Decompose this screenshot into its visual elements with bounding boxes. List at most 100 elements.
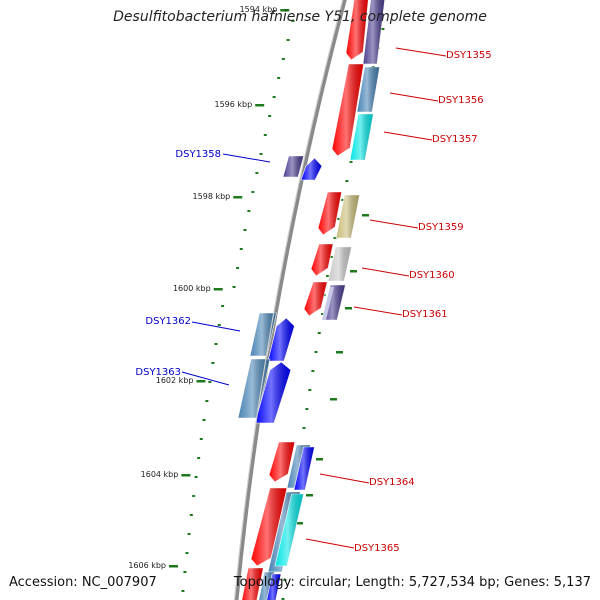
tick-dot [317,332,321,334]
label-dsy1357[interactable]: DSY1357 [432,134,478,145]
scale-label: 1600 kbp [173,284,211,293]
tick-dot [189,514,193,516]
tick-dot [187,533,191,535]
gene-dsy1358[interactable] [282,155,305,178]
gene-dsy1359[interactable] [335,194,360,239]
gene-dsy1355[interactable] [345,0,369,61]
gene-dsy1361[interactable] [303,281,328,317]
leader-dsy1363 [181,371,230,386]
label-dsy1360[interactable]: DSY1360 [409,270,455,281]
label-dsy1363[interactable]: DSY1363 [135,367,181,378]
major-tick [169,565,179,568]
tick-dot [349,161,353,163]
tick-dot [217,324,221,326]
tick-dot [211,362,215,364]
label-dsy1358[interactable]: DSY1358 [175,149,221,160]
tick-dot [194,476,198,478]
label-dsy1355[interactable]: DSY1355 [446,50,492,61]
gene-labels[interactable]: DSY1355 DSY1356 DSY1357 DSY1358 DSY1359 DSY13… [135,50,491,554]
major-tick [255,104,265,107]
tick-dot [199,438,203,440]
leader-dsy1355 [395,47,447,57]
scale-label: 1604 kbp [141,470,179,479]
tick-dot [197,457,201,459]
tick-dot [232,286,236,288]
gene-dsy1360[interactable] [327,246,352,282]
tick-dot [283,579,287,581]
tick-dot [263,134,267,136]
gene-dsy1365[interactable] [274,493,304,567]
major-tick [280,9,290,12]
tick-dot [268,115,272,117]
scale-label: 1594 kbp [240,5,278,14]
tick-dot [326,275,330,277]
leader-dsy1359 [369,219,419,229]
tick-dot [251,191,255,193]
scale-label: 1602 kbp [156,376,194,385]
tick-dot [302,427,306,429]
tick-mark [330,398,337,401]
gene-partial[interactable] [258,571,275,600]
tick-dot [291,20,295,22]
tick-mark [345,307,352,310]
leader-dsy1361 [353,306,403,316]
gene-dsy1358[interactable] [300,157,323,181]
gene-dsy1356[interactable] [356,66,381,113]
gene-dsy1355[interactable] [362,0,385,65]
tick-dot [272,96,276,98]
label-dsy1364[interactable]: DSY1364 [369,477,415,488]
gene-dsy1362[interactable] [267,317,295,362]
label-dsy1359[interactable]: DSY1359 [418,222,464,233]
label-dsy1362[interactable]: DSY1362 [145,316,191,327]
gene-dsy1363[interactable] [254,361,292,424]
tick-dot [236,267,240,269]
label-dsy1365[interactable]: DSY1365 [354,543,400,554]
gene-dsy1364[interactable] [268,441,296,483]
tick-dot [239,248,243,250]
major-tick [181,474,191,477]
label-leader-lines [181,47,447,549]
gene-dsy1356[interactable] [331,63,364,157]
label-dsy1361[interactable]: DSY1361 [402,309,448,320]
genome-backbone [234,0,347,600]
leader-dsy1357 [383,131,433,141]
gene-dsy1357[interactable] [349,113,374,161]
gene-dsy1364[interactable] [293,446,315,491]
gene-dsy1359[interactable] [317,191,342,236]
gene-partial[interactable] [241,567,264,600]
gene-dsy1361-stripe [322,287,334,320]
major-tick [196,380,206,383]
tick-dot [305,408,309,410]
tick-dot [221,305,225,307]
scale-labels: 1594 kbp 1596 kbp 1598 kbp 1600 kbp 1602 kbp… [128,5,277,570]
tick-dot [185,552,189,554]
tick-dot [286,39,290,41]
tick-dot [181,590,185,592]
accession-label: Accession: NC_007907 [9,575,157,590]
gene-dsy1365[interactable] [250,487,288,567]
topology-summary: Topology: circular; Length: 5,727,534 bp… [233,575,591,590]
gene-dsy1362[interactable] [249,312,277,357]
leader-dsy1360 [361,267,410,277]
gene-features[interactable] [237,0,385,600]
tick-dot [341,199,345,201]
tick-dot [311,370,315,372]
tick-dot [281,58,285,60]
tick-mark [296,522,303,525]
tick-dot [202,419,206,421]
tick-dot [277,77,281,79]
tick-dot [329,256,333,258]
tick-mark [306,494,313,497]
leader-dsy1365 [305,538,355,549]
tick-dot [308,389,312,391]
tick-dot [183,571,187,573]
map-title: Desulfitobacterium hafniense Y51, comple… [113,9,487,25]
tick-dot [247,210,251,212]
tick-mark [316,458,323,461]
gene-partial[interactable] [266,573,282,600]
major-tick [213,288,223,291]
tick-dot [337,218,341,220]
label-dsy1356[interactable]: DSY1356 [438,95,484,106]
gene-dsy1360[interactable] [310,243,334,277]
